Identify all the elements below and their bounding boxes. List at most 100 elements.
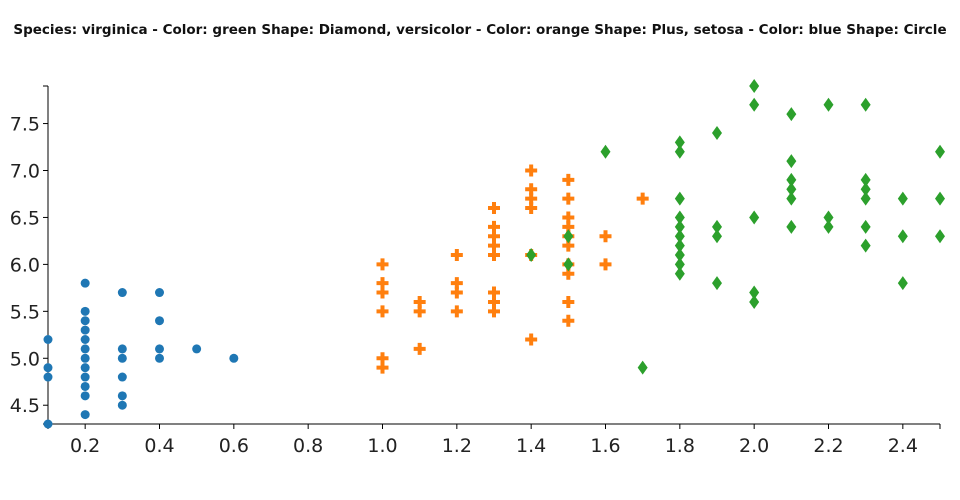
data-point-diamond (786, 154, 797, 169)
data-point-plus (488, 249, 500, 261)
data-point-circle (117, 400, 127, 410)
data-point-circle (155, 288, 164, 298)
data-point-plus (488, 220, 500, 233)
data-point-plus (488, 202, 500, 215)
x-tick-label: 2.2 (813, 435, 843, 457)
data-point-diamond (712, 276, 722, 291)
data-point-diamond (674, 257, 685, 272)
data-point-plus (488, 295, 500, 308)
data-point-circle (155, 316, 164, 326)
x-tick-label: 1.8 (665, 435, 695, 457)
data-point-circle (155, 344, 164, 354)
data-point-plus (562, 220, 575, 233)
data-point-diamond (860, 182, 871, 197)
data-point-diamond (563, 229, 574, 244)
data-point-diamond (674, 248, 685, 262)
data-point-circle (80, 344, 90, 354)
data-point-circle (117, 344, 127, 354)
y-tick-label: 7.0 (10, 161, 40, 183)
data-point-diamond (786, 172, 797, 187)
data-point-plus (376, 361, 389, 374)
data-point-diamond (749, 79, 760, 93)
data-point-plus (376, 352, 389, 365)
data-point-diamond (674, 135, 685, 150)
data-point-diamond (637, 360, 648, 375)
data-point-plus (599, 258, 612, 271)
data-point-diamond (860, 172, 871, 187)
data-point-plus (488, 286, 500, 299)
x-tick-label: 1.2 (442, 435, 472, 457)
data-point-plus (376, 277, 389, 290)
data-point-plus (562, 314, 575, 327)
data-point-plus (562, 295, 575, 308)
data-point-circle (117, 288, 127, 298)
data-point-diamond (897, 191, 908, 206)
data-point-diamond (860, 97, 871, 112)
data-point-plus (488, 230, 500, 243)
y-tick-label: 6.5 (10, 207, 40, 229)
y-tick-label: 5.0 (10, 348, 40, 370)
data-point-diamond (897, 276, 908, 291)
x-tick-label: 0.6 (219, 435, 249, 457)
y-tick-label: 6.0 (10, 254, 40, 276)
data-point-circle (43, 335, 53, 344)
data-point-diamond (526, 248, 537, 262)
data-point-diamond (749, 294, 760, 309)
x-tick-label: 1.0 (367, 435, 397, 457)
data-point-circle (80, 316, 90, 326)
data-point-plus (450, 305, 463, 318)
data-point-plus (450, 286, 463, 299)
data-point-circle (80, 353, 90, 363)
data-point-circle (80, 306, 90, 316)
x-tick-label: 0.4 (144, 435, 174, 457)
data-point-plus (525, 333, 538, 346)
data-point-diamond (860, 191, 871, 206)
data-point-diamond (674, 191, 685, 206)
data-point-circle (43, 363, 53, 373)
data-point-circle (80, 325, 90, 335)
data-point-plus (562, 173, 575, 186)
data-point-circle (229, 353, 239, 363)
data-point-diamond (786, 219, 797, 234)
data-point-plus (413, 342, 426, 355)
data-point-circle (43, 372, 53, 382)
data-point-diamond (674, 229, 685, 244)
y-tick-label: 5.5 (10, 301, 40, 323)
data-point-circle (80, 372, 90, 382)
data-point-circle (117, 372, 127, 382)
data-point-diamond (897, 229, 908, 244)
data-point-plus (525, 164, 538, 177)
x-tick-label: 0.2 (70, 435, 100, 457)
data-point-diamond (786, 107, 797, 122)
data-point-plus (525, 192, 538, 205)
data-point-plus (413, 295, 426, 308)
data-point-diamond (935, 144, 945, 159)
data-point-circle (80, 363, 90, 373)
data-point-plus (376, 305, 389, 318)
data-point-plus (636, 192, 649, 205)
x-tick-label: 2.4 (888, 435, 918, 457)
data-point-plus (562, 239, 575, 252)
data-point-diamond (712, 125, 722, 140)
data-point-diamond (712, 229, 722, 244)
data-point-diamond (823, 97, 834, 112)
data-point-circle (155, 353, 164, 363)
data-point-plus (525, 183, 538, 196)
data-point-circle (80, 335, 90, 344)
data-point-circle (80, 391, 90, 401)
x-tick-label: 1.6 (590, 435, 620, 457)
data-point-diamond (860, 238, 871, 253)
data-point-circle (43, 419, 53, 429)
data-point-plus (488, 305, 500, 318)
data-point-circle (80, 278, 90, 288)
data-point-diamond (749, 97, 760, 112)
data-point-diamond (674, 266, 685, 281)
chart-title: Species: virginica - Color: green Shape:… (13, 22, 947, 38)
x-tick-label: 2.0 (739, 435, 769, 457)
data-point-diamond (935, 191, 945, 206)
data-point-plus (450, 277, 463, 290)
data-point-diamond (823, 219, 834, 234)
data-point-diamond (674, 238, 685, 253)
data-point-diamond (674, 144, 685, 159)
